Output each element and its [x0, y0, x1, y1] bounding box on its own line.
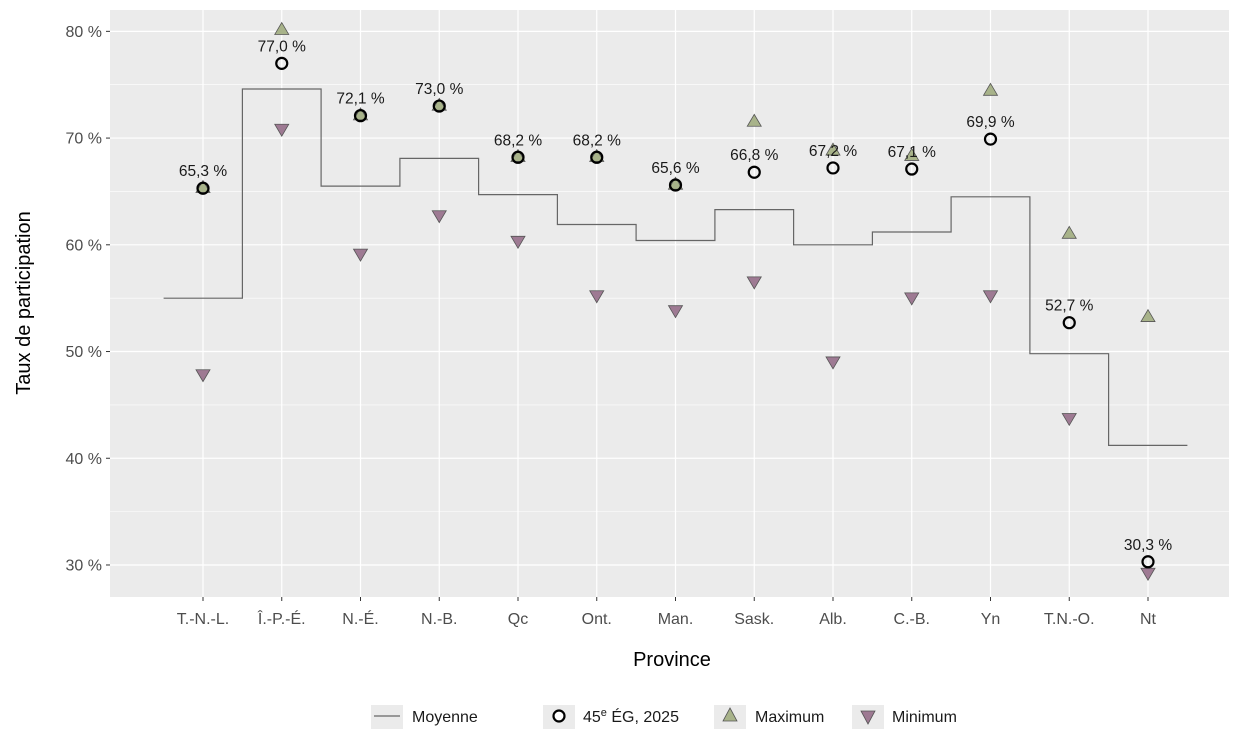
minimum-marker-t-n-l [195, 369, 211, 383]
maximum-marker-ont [589, 148, 605, 162]
election-marker-n-e [353, 109, 368, 123]
election-marker-yn [983, 132, 998, 146]
grid [110, 10, 1229, 597]
maximum-marker-t-n-o [1061, 225, 1077, 239]
maximum-marker-t-n-l [195, 179, 211, 193]
election-marker-t-n-l [196, 181, 210, 195]
y-tick-label: 50 % [66, 344, 102, 361]
data-label-c-b: 67,1 % [888, 144, 936, 161]
data-label-alb: 67,2 % [809, 143, 857, 160]
legend-label-election: 45e ÉG, 2025 [583, 707, 679, 726]
legend-item-maximum: Maximum [714, 705, 824, 729]
x-tick-label-n-b: N.-B. [421, 611, 457, 628]
maximum-marker-n-b [431, 97, 447, 111]
election-marker-n-b [432, 99, 446, 113]
x-tick-label-n-e: N.-É. [342, 609, 378, 628]
y-tick-label: 30 % [66, 557, 102, 574]
x-tick-label-i-p-e: Î.-P.-É. [257, 609, 306, 628]
minimum-marker-yn [982, 290, 999, 304]
election-marker-qc [511, 150, 525, 164]
x-tick-label-nt: Nt [1140, 611, 1157, 628]
election-marker-t-n-o [1062, 316, 1076, 330]
data-label-i-p-e: 77,0 % [258, 38, 306, 55]
x-tick-label-yn: Yn [981, 611, 1001, 628]
plot-panel [110, 10, 1229, 597]
y-axis: 30 % 40 % 50 % 60 % 70 % 80 % [66, 24, 110, 574]
data-label-qc: 68,2 % [494, 132, 542, 149]
election-marker-i-p-e [275, 56, 289, 70]
maximum-markers [195, 21, 1156, 322]
average-step-line [163, 88, 1188, 446]
minimum-marker-sask [746, 276, 762, 290]
legend-item-moyenne: Moyenne [371, 705, 478, 729]
legend-label-minimum: Minimum [892, 709, 957, 726]
y-tick-label: 40 % [66, 451, 102, 468]
election-markers [196, 56, 1155, 569]
maximum-marker-i-p-e [274, 21, 290, 35]
legend-item-minimum: Minimum [852, 705, 957, 729]
election-marker-man [668, 178, 683, 192]
maximum-marker-n-e [352, 107, 369, 121]
election-marker-ont [590, 150, 604, 164]
maximum-marker-sask [746, 113, 762, 127]
data-label-man: 65,6 % [651, 160, 699, 177]
legend-label-moyenne: Moyenne [412, 709, 478, 726]
election-marker-sask [747, 165, 761, 179]
x-tick-label-man: Man. [658, 611, 694, 628]
minimum-marker-man [667, 305, 684, 319]
data-label-nt: 30,3 % [1124, 537, 1172, 554]
legend-circle-icon [552, 709, 566, 723]
minimum-marker-ont [589, 290, 605, 304]
data-label-ont: 68,2 % [573, 132, 621, 149]
y-tick-label: 70 % [66, 131, 102, 148]
average-step-path [163, 88, 1188, 446]
minimum-marker-c-b [904, 292, 920, 306]
legend-item-election: 45e ÉG, 2025 [543, 705, 679, 729]
x-tick-label-alb: Alb. [819, 611, 847, 628]
x-tick-label-t-n-l: T.-N.-L. [177, 611, 229, 628]
minimum-marker-alb [825, 356, 841, 370]
minimum-marker-qc [510, 235, 526, 250]
data-label-n-e: 72,1 % [336, 91, 384, 108]
x-tick-label-t-n-o: T.N.-O. [1044, 611, 1095, 628]
maximum-marker-qc [510, 148, 526, 162]
legend-key-moyenne [371, 705, 403, 729]
maximum-marker-alb [825, 142, 841, 156]
data-label-yn: 69,9 % [966, 114, 1014, 131]
minimum-marker-n-b [431, 210, 447, 224]
minimum-marker-t-n-o [1061, 413, 1077, 427]
data-label-n-b: 73,0 % [415, 81, 463, 98]
legend-triangle-up-icon [722, 707, 738, 722]
data-label-sask: 66,8 % [730, 147, 778, 164]
election-marker-alb [826, 161, 840, 175]
election-marker-c-b [905, 162, 919, 176]
x-tick-label-sask: Sask. [734, 611, 774, 628]
legend-label-maximum: Maximum [755, 709, 824, 726]
legend: Moyenne 45e ÉG, 2025 Maximum Minimum [371, 705, 957, 729]
x-axis-title: Province [633, 649, 711, 671]
y-axis-title: Taux de participation [13, 211, 35, 394]
legend-triangle-down-icon [860, 710, 876, 725]
maximum-marker-man [667, 176, 684, 190]
data-labels: 65,3 % 77,0 % 72,1 % 73,0 % 68,2 % 68,2 % 65,6… [179, 38, 1172, 553]
minimum-markers [195, 123, 1156, 581]
x-tick-label-qc: Qc [508, 611, 528, 628]
maximum-marker-nt [1140, 308, 1156, 322]
data-label-t-n-o: 52,7 % [1045, 298, 1093, 315]
x-axis: T.-N.-L. Î.-P.-É. N.-É. N.-B. Qc Ont. Man. Sask… [177, 597, 1157, 628]
data-label-t-n-l: 65,3 % [179, 163, 227, 180]
x-tick-label-ont: Ont. [582, 611, 612, 628]
minimum-marker-n-e [352, 248, 369, 262]
minimum-marker-i-p-e [274, 123, 290, 137]
maximum-marker-c-b [904, 147, 920, 161]
x-tick-label-c-b: C.-B. [894, 611, 930, 628]
election-marker-nt [1141, 555, 1155, 569]
y-tick-label: 60 % [66, 237, 102, 254]
maximum-marker-yn [982, 82, 999, 96]
y-tick-label: 80 % [66, 24, 102, 41]
